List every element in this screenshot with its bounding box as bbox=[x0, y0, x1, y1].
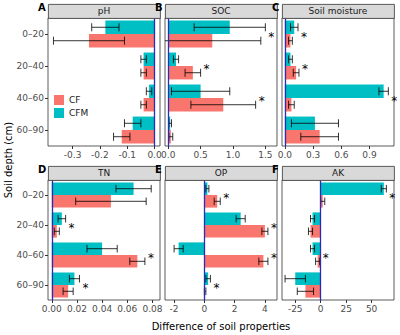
svg-text:SOC: SOC bbox=[211, 6, 230, 16]
svg-text:0: 0 bbox=[318, 304, 324, 314]
svg-text:*: * bbox=[69, 221, 75, 235]
svg-text:Soil moisture: Soil moisture bbox=[309, 6, 368, 16]
svg-text:*: * bbox=[204, 62, 210, 76]
svg-text:0.0: 0.0 bbox=[147, 150, 162, 160]
svg-text:20–40: 20–40 bbox=[17, 220, 45, 230]
svg-text:*: * bbox=[259, 94, 265, 108]
svg-text:0.9: 0.9 bbox=[362, 150, 377, 160]
svg-text:1.0: 1.0 bbox=[226, 150, 241, 160]
svg-text:50: 50 bbox=[366, 304, 378, 314]
svg-text:60–90: 60–90 bbox=[17, 280, 45, 290]
svg-text:-0.1: -0.1 bbox=[118, 150, 136, 160]
svg-text:*: * bbox=[213, 281, 219, 295]
svg-text:D: D bbox=[38, 164, 46, 175]
svg-text:0.08: 0.08 bbox=[142, 304, 162, 314]
svg-text:-25: -25 bbox=[288, 304, 303, 314]
svg-text:OP: OP bbox=[215, 168, 228, 178]
svg-text:0.0: 0.0 bbox=[278, 150, 293, 160]
svg-text:0.6: 0.6 bbox=[334, 150, 349, 160]
svg-text:*: * bbox=[223, 191, 229, 205]
svg-text:4: 4 bbox=[262, 304, 268, 314]
svg-text:60–90: 60–90 bbox=[17, 125, 45, 135]
svg-text:AK: AK bbox=[332, 168, 345, 178]
svg-text:40–60: 40–60 bbox=[17, 250, 45, 260]
svg-text:Difference of soil properties: Difference of soil properties bbox=[152, 321, 291, 332]
svg-text:*: * bbox=[391, 94, 397, 108]
svg-text:0.06: 0.06 bbox=[117, 304, 137, 314]
svg-text:C: C bbox=[272, 2, 279, 13]
svg-text:Soil depth (cm): Soil depth (cm) bbox=[3, 122, 14, 199]
svg-text:0.00: 0.00 bbox=[42, 304, 62, 314]
svg-text:0–20: 0–20 bbox=[22, 29, 44, 39]
svg-text:0.3: 0.3 bbox=[306, 150, 320, 160]
svg-text:F: F bbox=[272, 164, 279, 175]
svg-text:0.5: 0.5 bbox=[193, 150, 207, 160]
svg-text:*: * bbox=[302, 62, 308, 76]
svg-text:*: * bbox=[389, 191, 395, 205]
svg-text:0–20: 0–20 bbox=[22, 190, 44, 200]
svg-text:CFM: CFM bbox=[69, 108, 88, 118]
svg-text:25: 25 bbox=[340, 304, 351, 314]
svg-text:*: * bbox=[148, 251, 154, 265]
svg-text:20–40: 20–40 bbox=[17, 61, 45, 71]
svg-text:*: * bbox=[271, 251, 277, 265]
svg-text:*: * bbox=[301, 30, 307, 44]
svg-text:*: * bbox=[268, 30, 274, 44]
svg-text:0.02: 0.02 bbox=[67, 304, 87, 314]
svg-text:-0.2: -0.2 bbox=[91, 150, 109, 160]
svg-text:*: * bbox=[82, 281, 88, 295]
svg-text:2: 2 bbox=[232, 304, 238, 314]
svg-text:0: 0 bbox=[201, 304, 207, 314]
svg-text:40–60: 40–60 bbox=[17, 93, 45, 103]
svg-text:0.04: 0.04 bbox=[92, 304, 112, 314]
svg-text:pH: pH bbox=[98, 6, 110, 16]
svg-text:*: * bbox=[323, 251, 329, 265]
svg-text:B: B bbox=[155, 2, 163, 13]
svg-text:-0.3: -0.3 bbox=[64, 150, 82, 160]
svg-text:0.0: 0.0 bbox=[161, 150, 176, 160]
svg-text:E: E bbox=[155, 164, 162, 175]
svg-text:1.5: 1.5 bbox=[258, 150, 272, 160]
svg-text:*: * bbox=[271, 221, 277, 235]
svg-text:CF: CF bbox=[69, 95, 80, 105]
svg-text:A: A bbox=[38, 2, 46, 13]
svg-text:TN: TN bbox=[97, 168, 110, 178]
svg-text:-2: -2 bbox=[170, 304, 179, 314]
